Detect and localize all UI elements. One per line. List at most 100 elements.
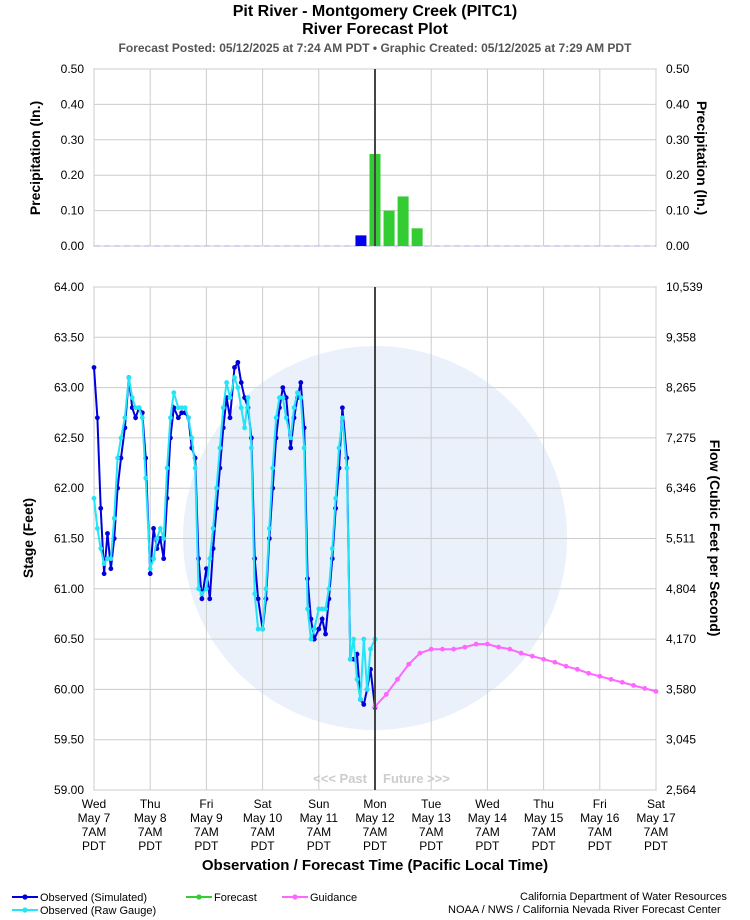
xtick-day: Fri	[199, 797, 213, 811]
series-point-guidance	[608, 676, 614, 682]
xtick-date: May 8	[134, 811, 167, 825]
legend-guidance-marker	[292, 894, 298, 900]
xtick-tz: PDT	[475, 839, 500, 853]
xtick-date: May 12	[355, 811, 395, 825]
flow-ytick-right: 7,275	[666, 431, 696, 445]
xtick-date: May 7	[78, 811, 111, 825]
credit-line-1: California Department of Water Resources	[520, 891, 727, 903]
series-point-observed-raw-gauge	[336, 445, 342, 451]
xtick-time: 7AM	[194, 825, 219, 839]
precip-ytick-left: 0.40	[61, 97, 85, 111]
series-point-observed-simulated	[133, 415, 138, 421]
series-point-observed-raw-gauge	[277, 395, 282, 401]
series-point-observed-raw-gauge	[252, 591, 258, 597]
series-point-observed-simulated	[161, 556, 167, 562]
series-point-observed-raw-gauge	[182, 405, 188, 411]
series-point-observed-raw-gauge	[227, 395, 233, 401]
series-point-guidance	[496, 644, 502, 650]
xtick-date: May 11	[300, 811, 339, 825]
series-point-observed-raw-gauge	[157, 526, 163, 531]
series-point-observed-raw-gauge	[196, 586, 201, 592]
series-point-observed-raw-gauge	[126, 375, 132, 380]
xtick-time: 7AM	[363, 825, 388, 839]
xtick-date: May 17	[636, 811, 676, 825]
series-point-observed-raw-gauge	[207, 556, 213, 562]
xtick-tz: PDT	[419, 839, 444, 853]
xtick-time: 7AM	[138, 825, 163, 839]
series-point-observed-raw-gauge	[305, 606, 310, 612]
series-point-guidance	[462, 644, 468, 650]
flow-ytick-right: 5,511	[666, 532, 695, 546]
series-point-observed-raw-gauge	[129, 395, 135, 401]
xtick-day: Mon	[363, 797, 386, 811]
precip-ylabel-left: Precipitation (In.)	[27, 101, 43, 215]
series-point-observed-raw-gauge	[154, 536, 160, 541]
forecast-posted: Forecast Posted: 05/12/2025 at 7:24 AM P…	[118, 41, 370, 55]
series-point-observed-simulated	[101, 571, 107, 577]
series-point-observed-simulated	[232, 365, 237, 370]
series-point-guidance	[541, 656, 546, 662]
xtick-tz: PDT	[82, 839, 107, 853]
flow-ytick-right: 4,170	[666, 632, 696, 646]
series-point-observed-simulated	[98, 505, 104, 511]
series-point-observed-raw-gauge	[189, 435, 195, 441]
xtick-time: 7AM	[475, 825, 500, 839]
flow-ytick-right: 10,539	[666, 280, 703, 294]
precip-ytick-right: 0.20	[666, 168, 690, 182]
series-point-observed-simulated	[179, 410, 185, 416]
series-point-observed-simulated	[151, 526, 156, 531]
flow-ylabel: Flow (Cubic Feet per Second)	[707, 440, 723, 637]
series-point-observed-raw-gauge	[136, 405, 142, 411]
xtick-tz: PDT	[307, 839, 332, 853]
series-point-observed-raw-gauge	[340, 415, 345, 421]
series-point-observed-raw-gauge	[143, 475, 149, 481]
precip-forecast-bar	[383, 210, 395, 246]
series-point-observed-raw-gauge	[115, 455, 121, 461]
series-point-observed-raw-gauge	[347, 656, 353, 662]
stage-ytick-left: 59.50	[54, 733, 84, 747]
series-point-observed-simulated	[108, 566, 114, 572]
series-point-observed-raw-gauge	[151, 556, 156, 562]
series-point-observed-raw-gauge	[266, 526, 272, 531]
xtick-day: Sat	[647, 797, 666, 811]
series-point-observed-simulated	[118, 455, 124, 461]
stage-ytick-left: 61.50	[54, 532, 84, 546]
precip-ytick-right: 0.40	[666, 97, 690, 111]
xtick-tz: PDT	[644, 839, 669, 853]
stage-ytick-left: 62.00	[54, 481, 84, 495]
credit-line-2: NOAA / NWS / California Nevada River For…	[448, 904, 721, 916]
series-point-guidance	[552, 659, 558, 665]
series-point-guidance	[428, 646, 434, 652]
series-point-observed-simulated	[280, 385, 286, 390]
series-point-observed-raw-gauge	[186, 415, 191, 421]
xtick-day: Sat	[254, 797, 273, 811]
xtick-day: Tue	[421, 797, 442, 811]
stage-ytick-left: 59.00	[54, 783, 84, 797]
series-point-observed-simulated	[242, 395, 248, 401]
flow-ytick-right: 9,358	[666, 330, 696, 344]
xtick-tz: PDT	[138, 839, 163, 853]
series-point-observed-raw-gauge	[357, 697, 363, 702]
series-point-guidance	[653, 689, 659, 694]
series-point-observed-raw-gauge	[192, 465, 198, 471]
xtick-time: 7AM	[82, 825, 107, 839]
xtick-time: 7AM	[419, 825, 444, 839]
legend-forecast-label: Forecast	[214, 892, 257, 904]
xtick-date: May 9	[190, 811, 223, 825]
series-point-observed-raw-gauge	[214, 485, 219, 491]
stage-ytick-left: 61.00	[54, 582, 84, 596]
precip-ytick-left: 0.20	[61, 168, 85, 182]
xtick-tz: PDT	[194, 839, 219, 853]
series-point-observed-raw-gauge	[333, 495, 339, 501]
separator: •	[372, 41, 378, 55]
legend-observed-simulated-label: Observed (Simulated)	[40, 892, 147, 904]
series-point-guidance	[383, 692, 389, 697]
xtick-day: Thu	[533, 797, 554, 811]
series-point-observed-simulated	[238, 380, 244, 385]
series-point-observed-raw-gauge	[105, 556, 110, 562]
xtick-date: May 16	[580, 811, 620, 825]
stage-ytick-left: 60.50	[54, 632, 84, 646]
series-point-observed-raw-gauge	[361, 636, 367, 642]
series-point-observed-raw-gauge	[101, 561, 107, 567]
